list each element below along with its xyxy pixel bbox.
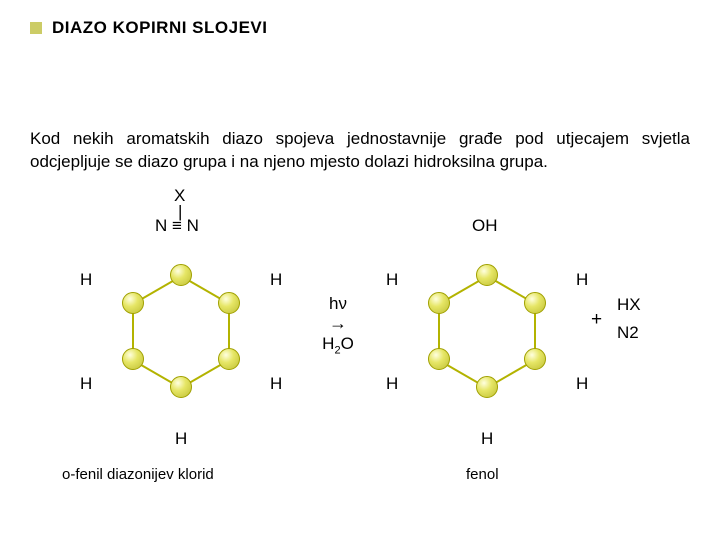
ring-atom-icon (428, 292, 450, 314)
molecule-reactant (96, 246, 266, 416)
h-label: H (175, 429, 187, 449)
title-bullet-icon (30, 22, 42, 34)
ring-atom-icon (170, 264, 192, 286)
h-label: H (270, 374, 282, 394)
ring-atom-icon (524, 292, 546, 314)
h-label: H (270, 270, 282, 290)
h-label: H (386, 374, 398, 394)
arrow-top: hν (303, 294, 373, 314)
molecule-product (402, 246, 572, 416)
ring-atom-icon (170, 376, 192, 398)
h-label: H (576, 270, 588, 290)
substituent-nn: N ≡ N (155, 216, 199, 236)
page-title: DIAZO KOPIRNI SLOJEVI (52, 18, 267, 38)
reaction-diagram: X | N ≡ N H H H H H hν → H2O OH H H H H … (30, 194, 690, 504)
h-label: H (80, 374, 92, 394)
side-products: + HX N2 (601, 294, 612, 318)
h-label: H (80, 270, 92, 290)
product-hx: HX (617, 294, 641, 315)
n2-n: N (617, 323, 629, 342)
arrow-h: H (322, 334, 334, 353)
caption-reactant: o-fenil diazonijev klorid (62, 466, 214, 483)
ring-atom-icon (122, 292, 144, 314)
ring-atom-icon (476, 264, 498, 286)
h-label: H (576, 374, 588, 394)
arrow-symbol-icon: → (303, 313, 373, 334)
n2-sub: 2 (629, 323, 638, 342)
ring-atom-icon (218, 348, 240, 370)
body-text: Kod nekih aromatskih diazo spojeva jedno… (30, 128, 690, 174)
ring-atom-icon (218, 292, 240, 314)
title-row: DIAZO KOPIRNI SLOJEVI (30, 18, 690, 38)
plus-sign-icon: + (591, 309, 602, 330)
h-label: H (386, 270, 398, 290)
ring-atom-icon (524, 348, 546, 370)
h-label: H (481, 429, 493, 449)
ring-atom-icon (476, 376, 498, 398)
reaction-arrow: hν → H2O (303, 294, 373, 357)
arrow-o: O (341, 334, 354, 353)
caption-product: fenol (466, 466, 499, 483)
substituent-oh: OH (472, 216, 498, 236)
ring-atom-icon (428, 348, 450, 370)
product-n2: N2 (617, 322, 639, 343)
arrow-bottom: H2O (303, 334, 373, 357)
ring-atom-icon (122, 348, 144, 370)
